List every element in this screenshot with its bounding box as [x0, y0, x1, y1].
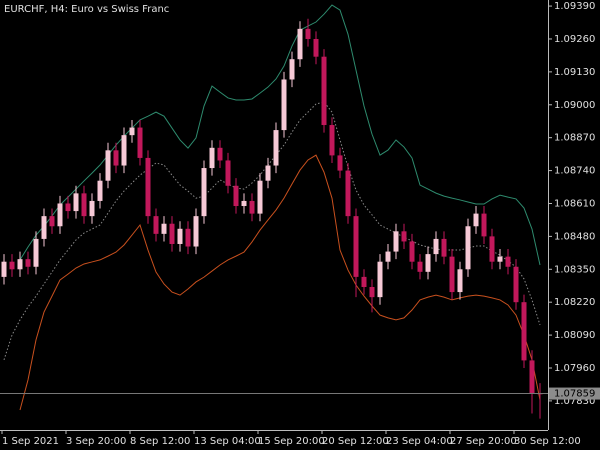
y-tick-label: 1.09260 — [554, 34, 595, 45]
candle-body — [121, 135, 127, 166]
x-tick-label: 3 Sep 20:00 — [66, 436, 126, 447]
candle-body — [177, 228, 183, 244]
y-tick-label: 1.08870 — [554, 133, 595, 144]
y-tick-label: 1.07830 — [554, 396, 595, 407]
candle-body — [305, 28, 311, 39]
x-tick-label: 27 Sep 20:00 — [450, 436, 517, 447]
x-tick-label: 20 Sep 12:00 — [322, 436, 389, 447]
y-tick-label: 1.08220 — [554, 297, 595, 308]
candle-body — [137, 127, 143, 158]
candle-body — [81, 193, 87, 217]
x-tick-label: 30 Sep 12:00 — [514, 436, 581, 447]
candle-body — [505, 256, 511, 267]
candle-body — [97, 180, 103, 201]
candle-body — [481, 213, 487, 237]
candle-body — [209, 147, 215, 169]
candle-body — [1, 261, 7, 277]
candle-body — [521, 302, 527, 361]
candle-body — [497, 256, 503, 262]
y-tick-label: 1.09130 — [554, 67, 595, 78]
candle-body — [465, 226, 471, 270]
candle-body — [153, 216, 159, 234]
candle-body — [145, 157, 151, 217]
candle-body — [393, 231, 399, 252]
candle-body — [257, 180, 263, 214]
candle-body — [489, 236, 495, 262]
band-line — [3, 101, 541, 361]
candle-body — [433, 238, 439, 255]
candle-body — [233, 185, 239, 207]
candle-body — [193, 216, 199, 247]
candle-body — [441, 238, 447, 257]
candle-body — [129, 127, 135, 136]
current-price-label: 1.07859 — [554, 389, 595, 400]
y-tick-label: 1.08740 — [554, 166, 595, 177]
candle-body — [33, 238, 39, 267]
candle-body — [105, 150, 111, 181]
candle-body — [401, 231, 407, 242]
candle-body — [417, 261, 423, 272]
candle-body — [385, 251, 391, 262]
y-tick-label: 1.08350 — [554, 264, 595, 275]
candle-body — [25, 259, 31, 267]
candle-body — [201, 168, 207, 217]
candle-body — [89, 200, 95, 217]
y-tick-label: 1.09000 — [554, 100, 595, 111]
current-price-box — [549, 387, 600, 400]
y-tick-label: 1.08610 — [554, 198, 595, 209]
candle-body — [73, 193, 79, 212]
candle-body — [289, 59, 295, 80]
candle-body — [345, 170, 351, 217]
y-tick-label: 1.07960 — [554, 363, 595, 374]
candle-body — [57, 203, 63, 227]
candle-body — [457, 269, 463, 293]
candle-body — [17, 259, 23, 270]
candle-body — [265, 165, 271, 181]
y-tick-label: 1.08090 — [554, 330, 595, 341]
candle-body — [337, 155, 343, 171]
candle-body — [513, 266, 519, 303]
candle-body — [241, 200, 247, 207]
candle-body — [353, 216, 359, 277]
x-tick-label: 8 Sep 12:00 — [130, 436, 190, 447]
candle-body — [329, 125, 335, 156]
candle-body — [369, 287, 375, 298]
candle-body — [313, 38, 319, 57]
candle-body — [297, 28, 303, 60]
x-tick-label: 13 Sep 04:00 — [194, 436, 261, 447]
candle-body — [185, 228, 191, 247]
candle-body — [281, 79, 287, 131]
candle-body — [273, 130, 279, 166]
candle-body — [409, 241, 415, 262]
x-tick-label: 1 Sep 2021 — [2, 436, 59, 447]
candle-body — [9, 261, 15, 270]
x-tick-label: 23 Sep 04:00 — [386, 436, 453, 447]
candle-body — [529, 360, 535, 394]
candle-body — [49, 216, 55, 227]
candle-body — [225, 160, 231, 186]
candle-body — [161, 223, 167, 234]
candle-body — [41, 216, 47, 239]
candle-body — [169, 223, 175, 244]
chart-title: EURCHF, H4: Euro vs Swiss Franc — [4, 4, 169, 15]
candle-body — [249, 200, 255, 214]
candle-body — [113, 150, 119, 166]
y-tick-label: 1.08480 — [554, 231, 595, 242]
band-line — [19, 154, 541, 411]
plot-area — [1, 4, 543, 419]
candle-body — [361, 276, 367, 288]
candle-body — [65, 203, 71, 212]
candle-body — [425, 254, 431, 272]
candle-body — [377, 261, 383, 298]
y-tick-label: 1.09390 — [554, 1, 595, 12]
candle-body — [473, 213, 479, 227]
candle-body — [449, 256, 455, 293]
candle-body — [217, 147, 223, 161]
candle-body — [321, 56, 327, 126]
x-tick-label: 15 Sep 20:00 — [258, 436, 325, 447]
